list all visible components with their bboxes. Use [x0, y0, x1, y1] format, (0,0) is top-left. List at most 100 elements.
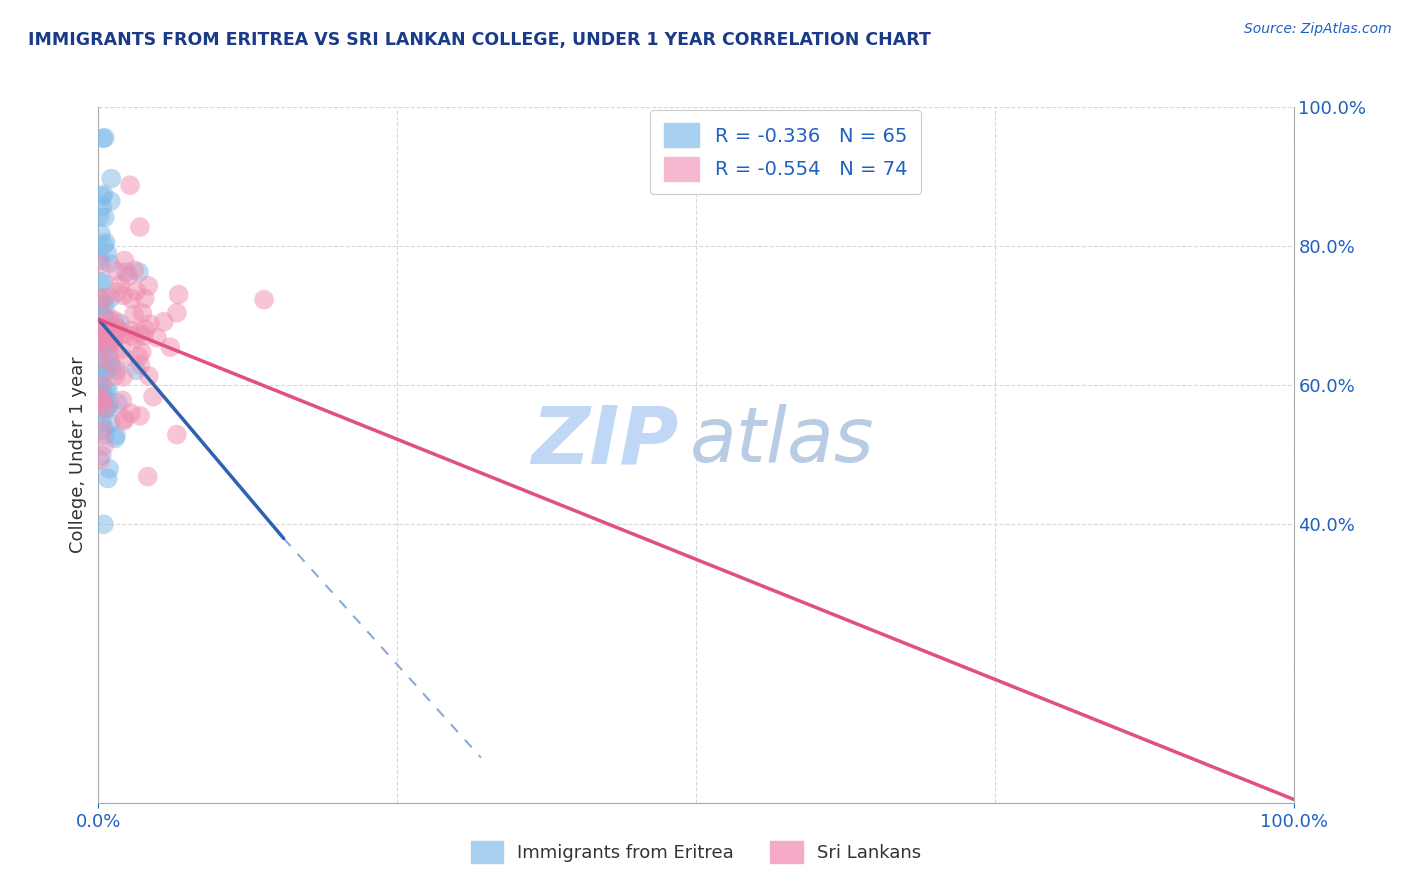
Point: [91, 131, 114, 145]
Point: [91, 321, 114, 335]
Point: [131, 306, 153, 320]
Y-axis label: College, Under 1 year: College, Under 1 year: [69, 357, 87, 553]
Point: [128, 350, 150, 364]
Point: [97, 471, 120, 485]
Point: [94, 235, 117, 250]
Point: [91, 321, 114, 335]
Point: [152, 315, 174, 329]
Point: [117, 269, 139, 284]
Point: [138, 369, 160, 384]
Point: [93, 389, 115, 403]
Point: [100, 359, 122, 373]
Point: [111, 342, 134, 356]
Point: [93, 421, 115, 435]
Text: IMMIGRANTS FROM ERITREA VS SRI LANKAN COLLEGE, UNDER 1 YEAR CORRELATION CHART: IMMIGRANTS FROM ERITREA VS SRI LANKAN CO…: [28, 31, 931, 49]
Point: [139, 317, 162, 331]
Point: [91, 397, 114, 411]
Point: [115, 265, 138, 279]
Point: [93, 439, 115, 453]
Point: [111, 393, 134, 408]
Point: [100, 354, 122, 368]
Point: [89, 334, 111, 348]
Point: [89, 257, 111, 271]
Point: [122, 308, 145, 322]
Point: [105, 285, 128, 299]
Point: [100, 194, 122, 208]
Point: [104, 314, 127, 328]
Point: [125, 284, 148, 298]
Point: [93, 358, 115, 372]
Point: [91, 392, 114, 407]
Point: [96, 246, 118, 260]
Point: [89, 402, 111, 417]
Point: [101, 323, 124, 337]
Point: [90, 383, 112, 397]
Point: [89, 253, 111, 268]
Point: [120, 406, 142, 420]
Point: [89, 333, 111, 347]
Legend: Immigrants from Eritrea, Sri Lankans: Immigrants from Eritrea, Sri Lankans: [464, 834, 928, 871]
Point: [100, 291, 122, 305]
Point: [166, 306, 188, 320]
Point: [112, 351, 135, 365]
Point: [93, 187, 115, 202]
Point: [97, 310, 120, 324]
Point: [98, 256, 121, 270]
Point: [90, 227, 112, 242]
Point: [91, 377, 114, 392]
Point: [112, 288, 135, 302]
Point: [98, 462, 121, 476]
Point: [124, 332, 146, 346]
Point: [103, 329, 125, 343]
Point: [97, 329, 120, 343]
Text: Source: ZipAtlas.com: Source: ZipAtlas.com: [1244, 22, 1392, 37]
Point: [89, 327, 111, 342]
Point: [93, 238, 115, 252]
Point: [90, 336, 112, 351]
Point: [97, 352, 120, 367]
Point: [94, 428, 117, 442]
Point: [93, 309, 115, 323]
Point: [98, 337, 121, 351]
Point: [93, 365, 115, 379]
Point: [132, 329, 155, 343]
Point: [167, 287, 190, 301]
Point: [120, 328, 142, 343]
Point: [120, 178, 142, 193]
Point: [129, 220, 152, 235]
Point: [98, 396, 121, 410]
Point: [94, 298, 117, 312]
Point: [253, 293, 276, 307]
Point: [124, 263, 146, 277]
Point: [96, 330, 118, 344]
Point: [94, 383, 117, 397]
Point: [89, 392, 111, 407]
Point: [90, 336, 112, 351]
Point: [114, 253, 136, 268]
Text: ZIP: ZIP: [530, 402, 678, 480]
Point: [114, 411, 136, 425]
Point: [103, 334, 125, 349]
Point: [104, 331, 127, 345]
Point: [125, 363, 148, 377]
Point: [93, 517, 115, 532]
Point: [90, 352, 112, 367]
Point: [107, 325, 129, 339]
Point: [97, 382, 120, 396]
Point: [104, 432, 127, 446]
Point: [98, 324, 121, 338]
Point: [94, 310, 117, 325]
Point: [90, 393, 112, 408]
Point: [100, 171, 122, 186]
Point: [131, 345, 153, 359]
Point: [104, 319, 127, 334]
Point: [94, 323, 117, 337]
Point: [105, 363, 128, 377]
Point: [107, 396, 129, 410]
Point: [91, 200, 114, 214]
Point: [94, 338, 117, 352]
Point: [91, 275, 114, 289]
Point: [91, 342, 114, 356]
Point: [128, 265, 150, 279]
Point: [129, 358, 152, 372]
